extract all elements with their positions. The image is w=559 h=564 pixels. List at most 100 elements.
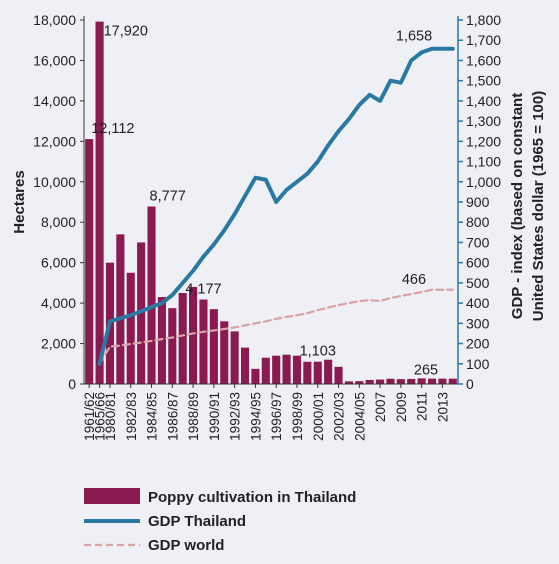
x-tick-label-20: 1998/99: [290, 392, 305, 441]
lines-layer: [97, 46, 455, 366]
bar-30: [396, 379, 405, 384]
x-tick-label-4: 1982/83: [124, 392, 139, 441]
x-tick-label-18: 1996/97: [269, 392, 284, 441]
bar-25: [344, 381, 353, 384]
x-tick-label-16: 1994/95: [248, 392, 263, 441]
right-tick-label-11: 1,100: [466, 154, 501, 170]
annotation-0: 12,112: [91, 121, 134, 137]
bar-7: [157, 297, 166, 384]
bar-27: [365, 379, 374, 384]
bar-18: [272, 355, 281, 384]
right-tick-label-13: 1,300: [466, 113, 501, 129]
x-tick-label-0: 1961/62: [82, 392, 97, 441]
left-tick-label-6: 12,000: [33, 133, 76, 149]
annotation-2: 8,777: [150, 189, 186, 205]
bars-layer: [85, 21, 457, 385]
right-tick-label-1: 100: [466, 356, 490, 372]
bar-16: [251, 368, 260, 384]
bar-13: [220, 321, 229, 384]
x-tick-label-22: 2000/01: [311, 392, 326, 441]
axes-layer: 0 2,000 4,000 6,000 8,000 10,000 12,000 14,000 1…: [11, 12, 547, 441]
bar-9: [178, 293, 187, 384]
right-tick-label-0: 0: [466, 376, 474, 392]
bar-23: [324, 359, 333, 384]
x-tick-label-1: 1965/66: [93, 392, 108, 441]
bar-1: [95, 21, 104, 385]
x-tick-label-12: 1990/91: [207, 392, 222, 441]
x-tick-label-2: 1980/81: [103, 392, 118, 441]
legend-swatch-bars: [84, 488, 140, 504]
bar-26: [355, 381, 364, 384]
bar-6: [147, 206, 156, 384]
right-tick-label-15: 1,500: [466, 73, 501, 89]
annotation-6: 1,658: [396, 29, 432, 45]
x-tick-label-8: 1986/87: [165, 392, 180, 441]
right-tick-label-8: 800: [466, 214, 490, 230]
bar-35: [448, 378, 457, 384]
left-tick-label-9: 18,000: [33, 12, 76, 28]
right-tick-label-7: 700: [466, 234, 490, 250]
bar-10: [189, 286, 198, 384]
series-line-1: [97, 46, 455, 366]
right-tick-label-9: 900: [466, 194, 490, 210]
x-tick-label-24: 2002/03: [332, 392, 347, 441]
right-axis-title-0: GDP - index (based on constant: [509, 93, 526, 319]
right-tick-label-2: 200: [466, 336, 490, 352]
right-tick-label-18: 1,800: [466, 12, 501, 28]
right-tick-label-14: 1,400: [466, 93, 501, 109]
left-tick-label-1: 2,000: [41, 336, 76, 352]
x-tick-label-6: 1984/85: [145, 392, 160, 441]
x-tick-label-14: 1992/93: [228, 392, 243, 441]
x-tick-label-10: 1988/89: [186, 392, 201, 441]
bar-22: [313, 361, 322, 384]
bar-29: [386, 378, 395, 384]
annotations-layer: 12,112 17,920 8,777 4,177 1,103 265 1,658 466: [91, 24, 438, 379]
bar-8: [168, 308, 177, 384]
bar-4: [126, 272, 135, 384]
bar-34: [438, 378, 447, 384]
bar-12: [209, 309, 218, 384]
bar-31: [407, 378, 416, 384]
bar-32: [417, 378, 426, 384]
annotation-3: 4,177: [185, 282, 221, 298]
right-axis-title-1: United States dollar (1965 = 100): [530, 91, 547, 322]
annotation-1: 17,920: [104, 24, 148, 40]
left-tick-label-8: 16,000: [33, 52, 76, 68]
left-tick-label-5: 10,000: [33, 174, 76, 190]
right-tick-label-10: 1,000: [466, 174, 501, 190]
right-tick-label-17: 1,700: [466, 32, 501, 48]
bar-3: [116, 234, 125, 384]
left-tick-label-2: 4,000: [41, 295, 76, 311]
right-tick-label-6: 600: [466, 255, 490, 271]
series-line-2: [98, 288, 454, 365]
bar-21: [303, 361, 312, 384]
right-tick-label-16: 1,600: [466, 52, 501, 68]
x-tick-label-30: 2009: [394, 392, 409, 422]
bar-33: [427, 378, 437, 384]
x-tick-label-34: 2013: [435, 392, 450, 422]
x-tick-label-32: 2011: [415, 392, 430, 421]
right-tick-label-4: 400: [466, 295, 490, 311]
bar-19: [282, 354, 291, 384]
left-tick-label-3: 6,000: [41, 255, 76, 271]
bar-0: [85, 139, 94, 384]
legend-label-1: GDP Thailand: [148, 513, 246, 530]
bar-14: [230, 331, 239, 384]
legend-label-0: Poppy cultivation in Thailand: [148, 489, 356, 506]
left-tick-label-0: 0: [68, 376, 76, 392]
bar-20: [292, 355, 302, 384]
right-tick-label-5: 500: [466, 275, 490, 291]
left-tick-label-7: 14,000: [33, 93, 76, 109]
annotation-7: 466: [402, 272, 426, 288]
left-axis-title: Hectares: [11, 170, 28, 233]
right-tick-label-3: 300: [466, 315, 490, 331]
bar-17: [261, 357, 270, 384]
x-tick-label-26: 2004/05: [352, 392, 367, 441]
bar-24: [334, 366, 343, 384]
x-tick-label-28: 2007: [373, 392, 388, 422]
right-tick-label-12: 1,200: [466, 133, 501, 149]
bar-28: [376, 379, 385, 384]
left-tick-label-4: 8,000: [41, 214, 76, 230]
